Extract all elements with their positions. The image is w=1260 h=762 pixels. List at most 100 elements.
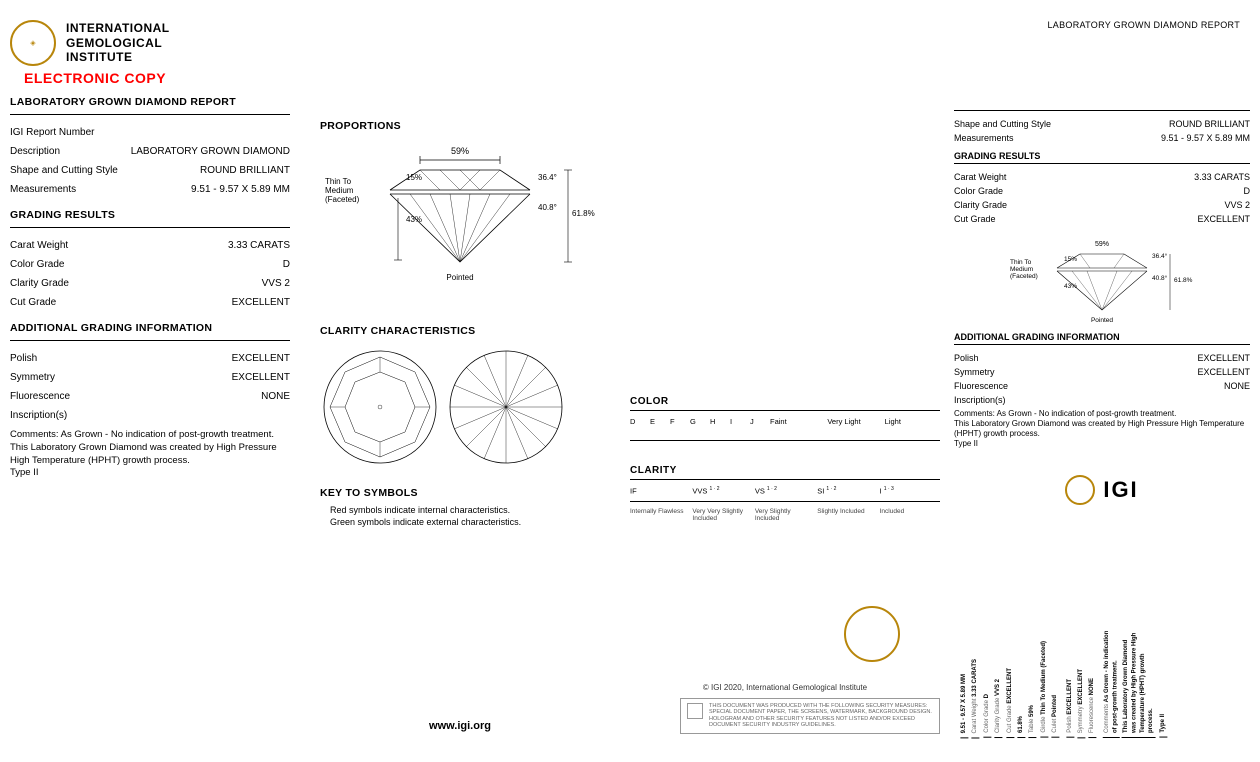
vertical-spec-item: 9.51 - 9.57 X 5.89 MM	[960, 674, 968, 738]
spec-row: Shape and Cutting Style ROUND BRILLIANT	[954, 117, 1250, 131]
color-letter-scale: DEFGHIJFaintVery LightLight	[630, 415, 940, 428]
spec-value: ROUND BRILLIANT	[1169, 119, 1250, 129]
spec-value: EXCELLENT	[1197, 353, 1250, 363]
spec-label: Carat Weight	[954, 172, 1006, 182]
right-grading-title: GRADING RESULTS	[954, 151, 1250, 161]
spec-row: SymmetryEXCELLENT	[10, 368, 290, 387]
svg-text:(Faceted): (Faceted)	[1010, 273, 1038, 280]
spec-row: Measurements9.51 - 9.57 X 5.89 MM	[10, 180, 290, 199]
svg-text:59%: 59%	[1095, 241, 1109, 248]
spec-row: FluorescenceNONE	[10, 387, 290, 406]
spec-label: Description	[10, 146, 60, 157]
spec-value: D	[283, 259, 290, 270]
spec-label: Color Grade	[10, 259, 64, 270]
clarity-desc-cell: Slightly Included	[817, 506, 877, 524]
spec-value: D	[1244, 186, 1251, 196]
vertical-spec-item: Clarity Grade VVS 2	[994, 679, 1002, 738]
vertical-spec-item: Culet Pointed	[1051, 695, 1059, 738]
spec-label: Cut Grade	[954, 214, 996, 224]
spec-value: ROUND BRILLIANT	[200, 165, 290, 176]
svg-text:Thin To: Thin To	[325, 177, 352, 186]
svg-text:Medium: Medium	[1010, 266, 1033, 273]
scales-column: COLOR DEFGHIJFaintVery LightLight CLARIT…	[620, 0, 950, 762]
clarity-scale-title: CLARITY	[630, 465, 940, 476]
clarity-desc-cell: Internally Flawless	[630, 506, 690, 524]
svg-text:Medium: Medium	[325, 186, 354, 195]
clarity-grade-cell: I 1 · 3	[880, 484, 940, 498]
right-inscriptions-label: Inscription(s)	[954, 395, 1006, 405]
svg-text:61.8%: 61.8%	[572, 209, 595, 218]
clarity-grade-cell: IF	[630, 484, 690, 498]
svg-text:43%: 43%	[406, 215, 422, 224]
electronic-copy-label: ELECTRONIC COPY	[24, 70, 290, 86]
proportions-title: PROPORTIONS	[320, 120, 610, 132]
spec-label: IGI Report Number	[10, 127, 94, 138]
spec-label: Shape and Cutting Style	[10, 165, 118, 176]
clarity-desc-cell: Very Slightly Included	[755, 506, 815, 524]
color-grade-cell: E	[650, 415, 668, 428]
spec-row: Color Grade D	[10, 255, 290, 274]
spec-row: Description LABORATORY GROWN DIAMOND	[10, 142, 290, 161]
svg-text:(Faceted): (Faceted)	[325, 195, 360, 204]
middle-column: PROPORTIONS 59%	[300, 0, 620, 762]
svg-text:61.8%: 61.8%	[1174, 277, 1193, 284]
svg-text:15%: 15%	[1064, 256, 1077, 263]
color-grade-cell: I	[730, 415, 748, 428]
igi-seal-icon	[844, 606, 900, 662]
clarity-grade-cell: SI 1 · 2	[817, 484, 877, 498]
clarity-grade-scale: IF VVS 1 · 2VS 1 · 2SI 1 · 2I 1 · 3	[630, 484, 940, 498]
vertical-spec-item: Color Grade D	[983, 694, 991, 738]
spec-label: Measurements	[10, 184, 76, 195]
inscriptions-label: Inscription(s)	[10, 410, 67, 421]
color-group-cell: Light	[885, 415, 940, 428]
key-text: Red symbols indicate internal characteri…	[320, 505, 610, 528]
institute-name: INTERNATIONAL GEMOLOGICAL INSTITUTE	[66, 21, 170, 64]
clarity-desc-scale: Internally FlawlessVery Very Slightly In…	[630, 506, 940, 524]
vertical-spec-item: 61.8%	[1017, 716, 1025, 738]
spec-row: Carat Weight3.33 CARATS	[954, 170, 1250, 184]
right-comments: Comments: As Grown - No indication of po…	[954, 409, 1250, 449]
pavilion-view-diagram	[446, 347, 566, 467]
spec-value: VVS 2	[262, 278, 290, 289]
spec-label: Carat Weight	[10, 240, 68, 251]
spec-label: Measurements	[954, 133, 1014, 143]
spec-label: Fluorescence	[954, 381, 1008, 391]
color-grade-cell: H	[710, 415, 728, 428]
vertical-spec-item: Carat Weight 3.33 CARATS	[971, 659, 979, 738]
website-url: www.igi.org	[429, 720, 491, 732]
clarity-diagrams	[320, 347, 610, 467]
clarity-desc-cell: Very Very Slightly Included	[692, 506, 752, 524]
vertical-spec-item: Polish EXCELLENT	[1066, 679, 1074, 738]
proportions-diagram: 59%	[320, 142, 610, 295]
clarity-desc-cell: Included	[880, 506, 940, 524]
spec-value: LABORATORY GROWN DIAMOND	[131, 146, 290, 157]
color-scale-title: COLOR	[630, 396, 940, 407]
color-grade-cell: D	[630, 415, 648, 428]
spec-value: EXCELLENT	[232, 297, 290, 308]
spec-row: Fluorescence NONE	[954, 379, 1250, 393]
clarity-grade-cell: VS 1 · 2	[755, 484, 815, 498]
svg-text:36.4°: 36.4°	[538, 173, 557, 182]
spec-row: Clarity GradeVVS 2	[10, 274, 290, 293]
document-icon	[687, 703, 703, 719]
spec-value: 3.33 CARATS	[228, 240, 290, 251]
spec-label: Color Grade	[954, 186, 1003, 196]
vertical-spec-item: This Laboratory Grown Diamond was create…	[1122, 628, 1156, 738]
spec-value: 9.51 - 9.57 X 5.89 MM	[1161, 133, 1250, 143]
right-additional-title: ADDITIONAL GRADING INFORMATION	[954, 332, 1250, 342]
security-disclaimer: THIS DOCUMENT WAS PRODUCED WITH THE FOLL…	[680, 698, 940, 734]
spec-value: VVS 2	[1224, 200, 1250, 210]
additional-info-title: ADDITIONAL GRADING INFORMATION	[10, 322, 290, 334]
spec-row: Carat Weight 3.33 CARATS	[10, 236, 290, 255]
right-report-title: LABORATORY GROWN DIAMOND REPORT	[954, 20, 1250, 30]
spec-row: PolishEXCELLENT	[10, 349, 290, 368]
spec-value: NONE	[1224, 381, 1250, 391]
spec-label: Shape and Cutting Style	[954, 119, 1051, 129]
grading-results-title: GRADING RESULTS	[10, 209, 290, 221]
vertical-spec-item: Type II	[1159, 714, 1167, 738]
vertical-specs: 9.51 - 9.57 X 5.89 MMCarat Weight 3.33 C…	[960, 628, 1250, 738]
spec-value: EXCELLENT	[1197, 214, 1250, 224]
vertical-spec-item: Comments As Grown - No indication of pos…	[1103, 628, 1120, 738]
spec-row: Color Grade D	[954, 184, 1250, 198]
color-grade-cell: G	[690, 415, 708, 428]
